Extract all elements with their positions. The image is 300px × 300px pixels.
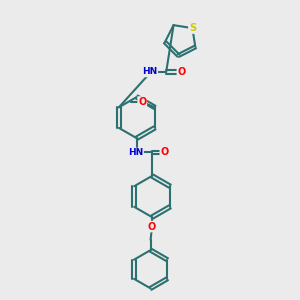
Text: O: O (148, 222, 156, 232)
Text: O: O (177, 67, 186, 77)
Text: O: O (138, 97, 146, 107)
Text: HN: HN (142, 68, 157, 76)
Text: O: O (160, 147, 169, 158)
Text: S: S (189, 23, 196, 33)
Text: HN: HN (128, 148, 143, 158)
